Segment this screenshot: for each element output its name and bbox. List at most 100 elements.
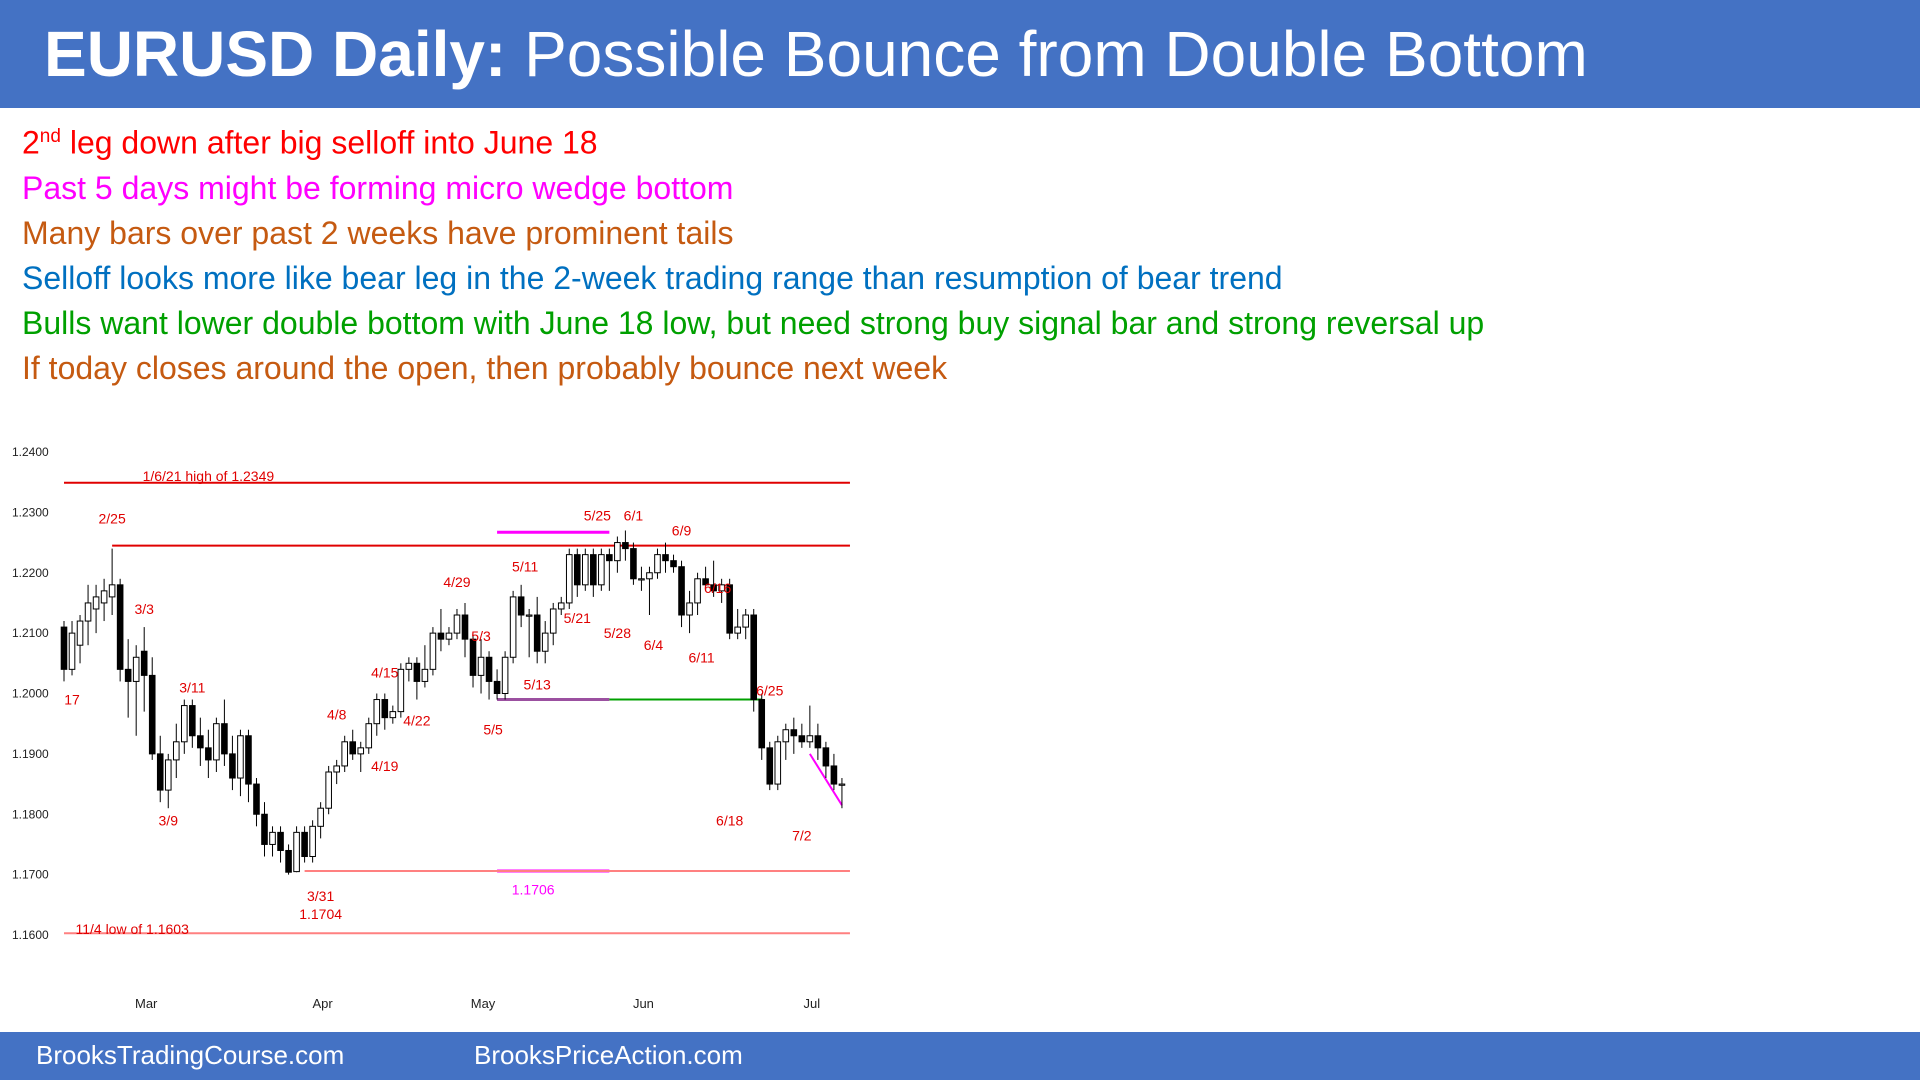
chart-annotation: 1.1704 — [299, 906, 342, 922]
note-ordinal-suffix: nd — [39, 126, 61, 147]
candle-body-bull — [598, 554, 605, 586]
candle-body-bear — [301, 831, 308, 858]
candle-body-bull — [501, 656, 509, 694]
candle-body-bull — [357, 747, 365, 755]
candle-body-bull — [509, 596, 517, 658]
candle-body-bear — [140, 650, 148, 676]
candle-body-bear — [156, 753, 164, 791]
candle-body-bear — [830, 765, 838, 785]
candle-body-bear — [533, 614, 541, 652]
chart-annotation: 6/25 — [756, 682, 783, 698]
candle-body-bull — [541, 632, 549, 652]
candle-body-bull — [132, 656, 140, 682]
candle-body-bear — [197, 735, 204, 749]
candle-body-bull — [646, 572, 653, 580]
note-text: Bulls want lower double bottom with June… — [22, 304, 1485, 341]
candle-body-bear — [253, 783, 260, 815]
candle-body-bear — [590, 554, 597, 586]
candle-body-bear — [277, 831, 284, 851]
candle-body-bear — [678, 566, 685, 616]
candle-body-bull — [654, 554, 661, 574]
y-tick-label: 1.2000 — [12, 687, 49, 701]
candle-body-bear — [245, 735, 252, 785]
candle-body-bear — [205, 747, 212, 761]
candle-body-bull — [477, 656, 485, 676]
note-line: 2nd leg down after big selloff into June… — [22, 114, 1902, 166]
candle-body-bear — [758, 699, 766, 749]
y-tick-label: 1.2100 — [12, 626, 49, 640]
y-tick-label: 1.1900 — [12, 747, 49, 761]
chart-annotation: 7/2 — [792, 827, 812, 843]
wedge-trend-line — [809, 753, 843, 806]
chart-annotation: 3/9 — [159, 812, 179, 828]
chart-annotation: 5/21 — [564, 610, 591, 626]
chart-annotation: 6/18 — [716, 812, 743, 828]
candle-body-bear — [790, 729, 798, 737]
candle-body-bear — [630, 548, 637, 580]
candle-body-bear — [798, 735, 806, 743]
y-tick-label: 1.2200 — [12, 566, 49, 580]
chart-annotation: 5/3 — [471, 628, 491, 644]
candle-body-bull — [68, 632, 76, 670]
candle-body-bear — [710, 584, 717, 592]
candle-body-bear — [622, 542, 629, 550]
candle-body-bear — [381, 699, 389, 719]
chart-annotation: 5/5 — [483, 722, 503, 738]
candle-body-bull — [365, 723, 373, 749]
y-tick-label: 1.1700 — [12, 868, 49, 882]
y-tick-label: 1.2400 — [12, 445, 49, 459]
candle-body-bear — [814, 735, 822, 749]
chart-annotation: 1.1706 — [512, 882, 555, 898]
chart-annotation: 1/6/21 high of 1.2349 — [143, 468, 275, 484]
chart-annotation: 4/15 — [371, 664, 398, 680]
candle-body-bull — [453, 614, 461, 634]
title-subtitle: Possible Bounce from Double Bottom — [506, 18, 1588, 90]
candle-body-bull — [108, 584, 116, 598]
footer-bar: BrooksTradingCourse.com BrooksPriceActio… — [0, 1032, 1920, 1080]
candle-body-bear — [229, 753, 236, 779]
candle-body-bull — [164, 759, 172, 791]
chart-annotation: 6/4 — [644, 637, 664, 653]
candle-body-bull — [638, 578, 645, 581]
chart-annotation: 5/28 — [604, 625, 631, 641]
candle-body-bear — [60, 626, 68, 670]
candle-body-bear — [221, 723, 228, 755]
chart-annotation: 2/25 — [98, 510, 125, 526]
candle-body-bear — [517, 596, 525, 616]
footer-site-right: BrooksPriceAction.com — [474, 1040, 743, 1070]
note-text: If today closes around the open, then pr… — [22, 349, 948, 386]
chart-annotation: 3/3 — [134, 601, 154, 617]
chart-annotation: 11/4 low of 1.1603 — [75, 921, 189, 937]
note-ordinal: 2 — [22, 124, 40, 161]
candle-body-bear — [148, 674, 156, 755]
chart-annotation: 6/1 — [624, 507, 644, 523]
candle-body-bull — [397, 668, 405, 713]
note-text: Selloff looks more like bear leg in the … — [22, 259, 1283, 296]
y-tick-label: 1.1800 — [12, 807, 49, 821]
candle-body-bear — [413, 662, 421, 682]
candle-body-bull — [774, 741, 782, 785]
candle-body-bull — [718, 584, 725, 592]
candle-body-bull — [614, 542, 621, 562]
footer-site-left: BrooksTradingCourse.com — [36, 1040, 345, 1070]
chart-annotation: 6/16 — [704, 580, 731, 596]
chart-annotation: 4/19 — [371, 758, 398, 774]
commentary-notes: 2nd leg down after big selloff into June… — [22, 114, 1902, 391]
candle-body-bull — [84, 602, 92, 622]
candle-body-bear — [261, 813, 268, 845]
page-title: EURUSD Daily: Possible Bounce from Doubl… — [44, 16, 1588, 92]
candle-body-bull — [557, 602, 565, 610]
candle-body-bear — [461, 614, 469, 640]
candle-body-bull — [317, 807, 324, 827]
candle-body-bull — [373, 699, 381, 725]
candle-body-bull — [172, 741, 180, 761]
chart-annotation: 5/13 — [524, 676, 551, 692]
candle-body-bear — [437, 632, 445, 640]
candle-body-bull — [421, 668, 429, 682]
candle-body-bear — [750, 614, 758, 701]
candle-body-bull — [213, 723, 220, 761]
note-text: Many bars over past 2 weeks have promine… — [22, 214, 734, 251]
candle-body-bull — [269, 831, 276, 845]
note-text: Past 5 days might be forming micro wedge… — [22, 169, 734, 206]
candle-body-bull — [100, 590, 108, 604]
